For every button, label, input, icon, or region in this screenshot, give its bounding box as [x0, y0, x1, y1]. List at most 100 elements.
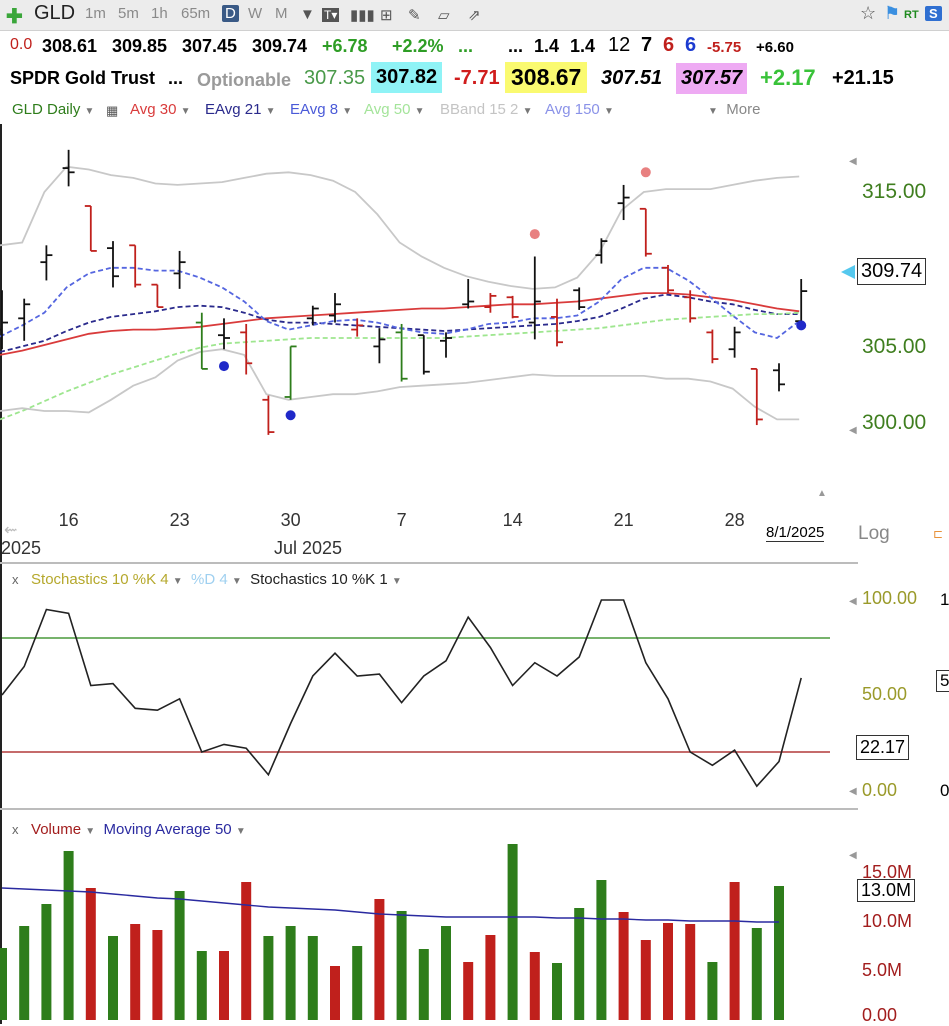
quote-n7: 7 [641, 34, 653, 56]
share-icon[interactable]: ⇗ [468, 7, 481, 24]
month-label: Jul 2025 [274, 538, 343, 558]
close-volume-icon[interactable]: x [12, 822, 19, 837]
volume-bar-29 [640, 940, 651, 1020]
pane-divider-2[interactable] [0, 808, 858, 810]
legend-stoch-k4[interactable]: Stochastics 10 %K 4 [31, 571, 169, 588]
volume-bar-23 [507, 844, 518, 1020]
collapse-icon[interactable]: ▲ [817, 488, 827, 499]
signal-dot-1 [285, 410, 296, 421]
legend-stoch-k1[interactable]: Stochastics 10 %K 1 [250, 571, 388, 588]
legend-avg30[interactable]: Avg 30 ▼ [130, 101, 191, 118]
volume-bar-19 [418, 949, 429, 1020]
quote-row-1: 0.0 308.61 309.85 307.45 309.74 +6.78 +2… [0, 34, 949, 60]
x-tick-1: 23 [170, 510, 190, 530]
series-line-4 [0, 165, 800, 290]
scroll-left-icon[interactable]: ⇜ [4, 522, 18, 539]
legend-more[interactable]: ▼ More [708, 101, 761, 118]
volume-bar-27 [596, 880, 607, 1020]
toolbar: ✚ GLD 1m 5m 1h 65m D W M ▼ T▾ ▮▮▮ ⊞ ✎ ▱ … [0, 0, 949, 31]
legend-eavg8[interactable]: EAvg 8 ▼ [290, 101, 353, 118]
legend-eavg21[interactable]: EAvg 21 ▼ [205, 101, 276, 118]
volume-bar-2 [41, 904, 52, 1020]
price-tick-300: 300.00 [862, 411, 927, 434]
interval-dropdown-icon[interactable]: ▼ [300, 6, 315, 23]
legend-daily[interactable]: GLD Daily ▼ [12, 101, 95, 118]
interval-65m[interactable]: 65m [181, 5, 211, 22]
volume-bar-15 [330, 966, 340, 1020]
interval-d[interactable]: D [222, 5, 239, 22]
vol-tick-15m: 15.0M [862, 862, 913, 882]
x-tick-5: 21 [614, 510, 634, 530]
symbol-label[interactable]: GLD [34, 2, 76, 24]
stoch-edge-bottom: 0 [940, 781, 949, 800]
s-badge[interactable]: S [925, 6, 942, 21]
quote-pos: +6.60 [756, 39, 794, 56]
volume-bar-34 [751, 928, 762, 1020]
interval-w[interactable]: W [248, 5, 263, 22]
x-tick-0: 16 [59, 510, 79, 530]
volume-bar-3 [63, 851, 74, 1020]
notes-icon[interactable]: ▱ [438, 7, 450, 24]
quote-p3: 307.57 [676, 63, 748, 94]
quote-p1: 307.35 [304, 67, 366, 89]
scroll-up-icon[interactable]: ◀ [849, 156, 857, 167]
log-toggle[interactable]: Log [858, 523, 890, 544]
legend-volume[interactable]: Volume [31, 821, 82, 838]
pencil-icon[interactable]: ✎ [408, 7, 421, 24]
x-tick-2: 30 [281, 510, 301, 530]
grid-icon[interactable]: ▦ [106, 103, 119, 118]
volume-bar-12 [263, 936, 274, 1020]
year-left-label: 2025 [1, 538, 42, 558]
price-tick-305: 305.00 [862, 335, 927, 358]
security-name: SPDR Gold Trust [10, 68, 156, 88]
indicator-legend: GLD Daily ▼ ▦ Avg 30 ▼ EAvg 21 ▼ EAvg 8 … [0, 98, 949, 122]
interval-5m[interactable]: 5m [118, 5, 139, 22]
last-price-arrow-icon [841, 265, 855, 279]
volume-bar-31 [685, 924, 696, 1020]
stoch-down-icon[interactable]: ◀ [849, 786, 857, 797]
interval-1h[interactable]: 1h [151, 5, 168, 22]
close-stoch-icon[interactable]: x [12, 572, 19, 587]
price-tick-315: 315.00 [862, 180, 927, 203]
stoch-current-label: 22.17 [856, 735, 910, 760]
quote-n6b: 6 [685, 34, 697, 56]
vol-tick-0: 0.00 [862, 1005, 898, 1025]
volume-bar-6 [130, 924, 141, 1020]
quote-low: 307.45 [182, 36, 238, 56]
interval-m[interactable]: M [275, 5, 288, 22]
series-line-3 [0, 311, 800, 421]
volume-bar-16 [352, 946, 363, 1020]
last-price-label: 309.74 [857, 258, 927, 285]
stoch-up-icon[interactable]: ◀ [849, 596, 857, 607]
text-tool-icon[interactable]: T▾ [322, 8, 340, 22]
signal-dot-0 [219, 361, 229, 372]
volume-bar-13 [285, 926, 296, 1020]
bar-style-icon[interactable]: ▮▮▮ [350, 7, 375, 24]
legend-stoch-d4[interactable]: %D 4 [191, 571, 228, 588]
quote-n12: 12 [608, 34, 631, 56]
interval-1m[interactable]: 1m [85, 5, 106, 22]
quote-chg3: +21.15 [832, 67, 894, 89]
settings-icon[interactable]: ⊏ [933, 527, 944, 541]
stoch-tick-0: 0.00 [862, 780, 898, 800]
quote-open: 308.61 [42, 36, 98, 56]
volume-bar-9 [196, 951, 207, 1020]
grid-add-icon[interactable]: ⊞ [380, 7, 393, 24]
legend-avg150[interactable]: Avg 150 ▼ [545, 101, 614, 118]
legend-ma50[interactable]: Moving Average 50 [103, 821, 232, 838]
star-icon[interactable]: ☆ [860, 3, 877, 23]
volume-bar-17 [374, 899, 385, 1020]
add-symbol-icon[interactable]: ✚ [6, 6, 23, 28]
legend-avg50[interactable]: Avg 50 ▼ [364, 101, 425, 118]
series-line-1 [0, 293, 800, 353]
x-tick-6: 28 [725, 510, 745, 530]
pane-divider-1[interactable] [0, 562, 858, 564]
vol-up-icon[interactable]: ◀ [849, 850, 857, 861]
legend-bband[interactable]: BBand 15 2 ▼ [440, 101, 533, 118]
ask-price: 308.67 [505, 62, 588, 93]
signal-dot-3 [640, 167, 651, 178]
flag-icon[interactable]: ⚑ [884, 3, 901, 23]
optionable-label: Optionable [197, 70, 291, 90]
scroll-down-icon[interactable]: ◀ [849, 425, 857, 436]
